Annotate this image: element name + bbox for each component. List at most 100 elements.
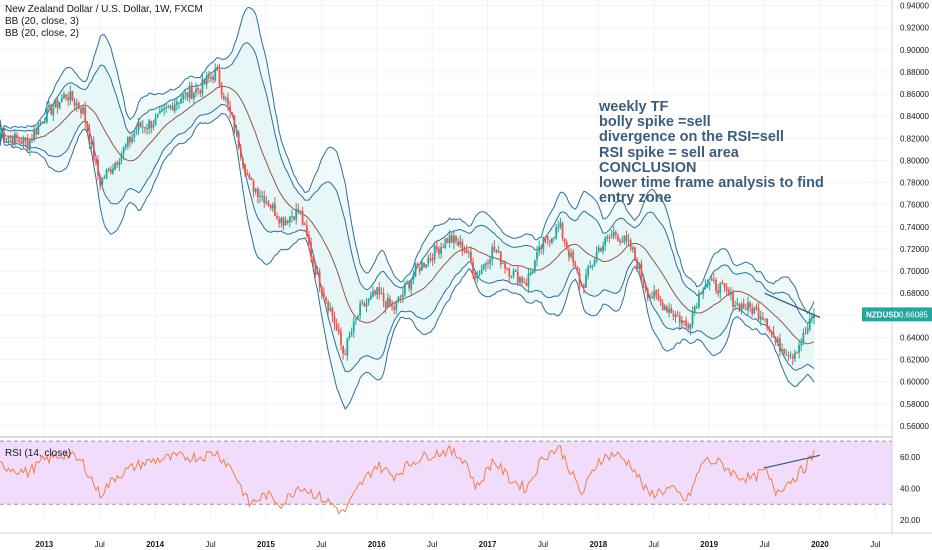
indicator-bb-3[interactable]: BB (20, close, 3) xyxy=(5,16,79,27)
symbol-title[interactable]: New Zealand Dollar / U.S. Dollar, 1W, FX… xyxy=(5,4,203,15)
candle-body xyxy=(531,270,534,274)
candle-body xyxy=(395,301,398,310)
candle-body xyxy=(484,263,487,266)
candle-body xyxy=(195,89,197,93)
candle-body xyxy=(527,274,530,287)
candle-body xyxy=(438,248,440,254)
rsi-tick-label: 20.00 xyxy=(900,516,921,525)
candle-body xyxy=(254,189,257,192)
candle-body xyxy=(199,90,202,94)
candle-body xyxy=(427,257,430,264)
time-tick-label: Jul xyxy=(538,540,548,549)
candle-body xyxy=(84,107,87,122)
candle-body xyxy=(657,294,660,300)
candle-body xyxy=(227,97,229,106)
candle-body xyxy=(378,287,381,294)
price-badge: NZDUSD 0.66085 xyxy=(862,307,932,322)
candle-body xyxy=(463,250,466,252)
indicator-bb-2[interactable]: BB (20, close, 2) xyxy=(5,28,79,39)
candle-body xyxy=(133,133,136,138)
candle-body xyxy=(374,290,376,295)
candle-body xyxy=(732,292,734,307)
annotation-note[interactable]: weekly TF bolly spike =sell divergence o… xyxy=(599,99,824,206)
price-tick-label: 0.68000 xyxy=(900,289,929,298)
candle-body xyxy=(555,227,558,238)
candle-body xyxy=(512,270,515,277)
candle-body xyxy=(470,252,472,262)
candle-body xyxy=(727,289,730,296)
candle-body xyxy=(5,138,8,140)
candle-body xyxy=(759,316,762,320)
price-tick-label: 0.76000 xyxy=(900,201,929,210)
candle-body xyxy=(252,180,255,192)
price-tick-label: 0.80000 xyxy=(900,156,929,165)
candle-body xyxy=(770,330,773,333)
candle-body xyxy=(785,354,788,356)
candle-body xyxy=(180,99,183,104)
candle-body xyxy=(572,251,575,263)
candle-body xyxy=(361,302,364,304)
candle-body xyxy=(640,263,643,278)
time-tick-label: Jul xyxy=(316,540,326,549)
candle-body xyxy=(710,278,713,281)
candle-body xyxy=(88,130,91,144)
candle-body xyxy=(0,132,1,138)
candle-body xyxy=(542,237,545,250)
candle-body xyxy=(789,355,792,357)
candle-body xyxy=(312,256,315,264)
note-line: CONCLUSION xyxy=(599,159,697,176)
candle-body xyxy=(65,94,67,98)
bb-lower-3 xyxy=(0,113,815,410)
candle-body xyxy=(169,105,172,108)
candle-body xyxy=(126,137,129,146)
candle-body xyxy=(740,304,743,311)
candle-body xyxy=(574,262,577,267)
candle-body xyxy=(322,293,325,297)
candle-body xyxy=(602,245,604,252)
candle-body xyxy=(212,76,214,80)
candle-body xyxy=(242,157,244,165)
candle-body xyxy=(408,282,411,289)
bb-basis xyxy=(0,85,815,345)
candle-body xyxy=(90,141,93,145)
candle-body xyxy=(514,270,517,272)
candle-body xyxy=(33,130,35,141)
candle-body xyxy=(651,297,653,299)
candle-body xyxy=(246,172,249,175)
candle-body xyxy=(233,114,236,132)
candle-body xyxy=(286,220,289,224)
candle-body xyxy=(18,138,21,142)
candle-body xyxy=(173,104,176,112)
candle-body xyxy=(779,338,781,352)
bb-inner-fill xyxy=(0,42,814,372)
candle-body xyxy=(499,251,502,265)
candle-body xyxy=(382,293,385,301)
candle-body xyxy=(755,307,758,309)
rsi-title[interactable]: RSI (14, close) xyxy=(5,448,72,459)
candle-body xyxy=(546,236,549,240)
candle-body xyxy=(109,169,112,173)
candle-body xyxy=(372,291,374,297)
time-tick-label: 2017 xyxy=(479,540,497,549)
candle-body xyxy=(103,177,106,179)
candle-body xyxy=(629,240,632,249)
candle-body xyxy=(135,131,138,133)
candle-body xyxy=(201,79,204,94)
candle-body xyxy=(734,305,737,307)
candle-body xyxy=(606,236,609,239)
candle-body xyxy=(237,132,240,148)
candle-body xyxy=(751,307,754,315)
candle-body xyxy=(642,276,645,285)
candle-body xyxy=(11,137,14,144)
bb-lower-2 xyxy=(0,103,815,373)
candle-body xyxy=(668,309,671,313)
candle-body xyxy=(278,219,281,224)
price-tick-label: 0.94000 xyxy=(900,2,929,11)
candle-body xyxy=(489,259,492,264)
rsi-line xyxy=(0,444,815,515)
note-line: bolly spike =sell xyxy=(599,114,711,131)
candle-body xyxy=(523,281,526,283)
candle-body xyxy=(52,107,55,116)
candle-body xyxy=(43,121,46,123)
